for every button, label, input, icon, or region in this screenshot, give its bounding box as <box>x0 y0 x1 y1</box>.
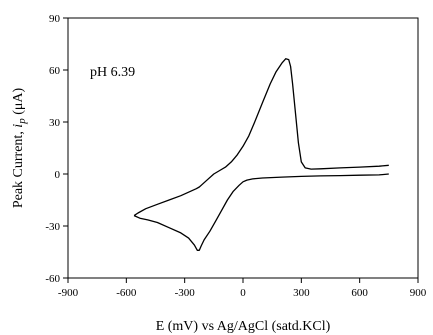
y-axis-title-symbol: i <box>11 124 26 128</box>
x-tick-label: 600 <box>351 287 368 299</box>
y-tick-label: 0 <box>55 169 61 181</box>
y-tick-label: 30 <box>49 117 61 129</box>
y-tick-label: 60 <box>49 65 61 77</box>
y-tick-label: -30 <box>45 221 60 233</box>
x-tick-label: -900 <box>58 287 79 299</box>
x-axis-title: E (mV) vs Ag/AgCl (satd.KCl) <box>156 319 331 334</box>
y-axis: -60 -30 0 30 60 90 <box>45 13 68 285</box>
y-tick-label: 90 <box>49 13 61 25</box>
plot-area <box>67 17 419 279</box>
y-axis-title-subscript: p <box>16 118 28 125</box>
y-tick-label: -60 <box>45 273 60 285</box>
x-tick-label: 900 <box>410 287 427 299</box>
x-tick-label: -300 <box>175 287 196 299</box>
x-tick-label: -600 <box>116 287 137 299</box>
cathodic-sweep-line <box>133 173 389 251</box>
y-axis-title-prefix: Peak Current, <box>11 128 26 208</box>
y-axis-title: Peak Current, ip (μA) <box>11 88 28 209</box>
data-series <box>133 58 389 251</box>
x-tick-label: 300 <box>293 287 310 299</box>
anodic-sweep-line <box>133 58 389 217</box>
x-tick-label: 0 <box>240 287 246 299</box>
plot-frame <box>67 17 419 279</box>
ph-annotation: pH 6.39 <box>90 65 135 80</box>
x-axis: -900 -600 -300 0 300 600 900 <box>58 278 427 299</box>
y-axis-title-unit: (μA) <box>11 88 26 119</box>
